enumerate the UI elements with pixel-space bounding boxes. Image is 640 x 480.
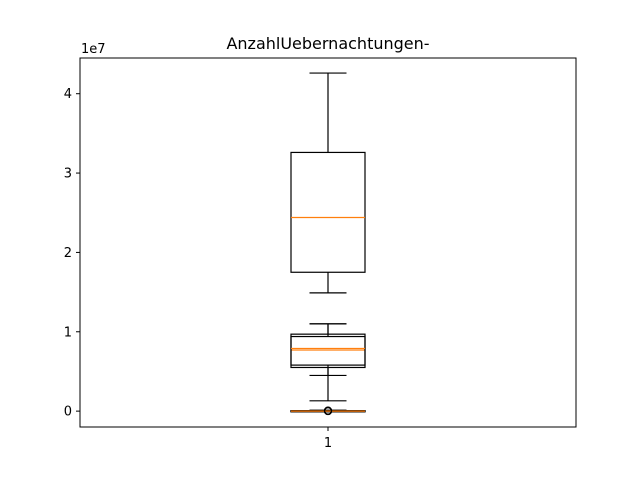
y-tick-label: 3 <box>64 167 72 182</box>
axes-layer: 0 1 2 3 4 1 <box>64 87 332 451</box>
flier-point <box>323 406 333 415</box>
y-tick-label: 0 <box>64 405 72 420</box>
y-tick-label: 1 <box>64 325 72 340</box>
box-group <box>290 406 366 416</box>
boxes-layer <box>290 72 366 416</box>
y-offset-text: 1e7 <box>81 42 106 57</box>
y-tick-label: 4 <box>64 87 72 102</box>
box-group <box>290 72 366 294</box>
x-tick-label: 1 <box>324 436 332 451</box>
box-body <box>290 151 366 273</box>
y-tick-label: 2 <box>64 246 72 261</box>
chart-title: AnzahlUebernachtungen- <box>226 34 429 53</box>
box-group <box>290 323 366 402</box>
box-body <box>290 333 366 369</box>
plot-area-frame <box>79 57 577 428</box>
